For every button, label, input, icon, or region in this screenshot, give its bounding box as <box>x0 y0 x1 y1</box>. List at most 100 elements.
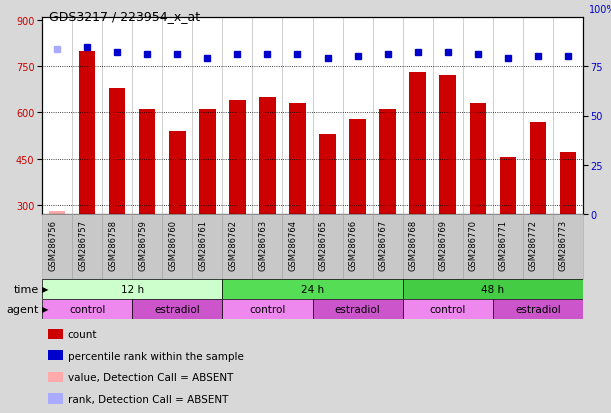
Bar <box>433 214 463 279</box>
Text: GSM286760: GSM286760 <box>168 220 177 271</box>
Bar <box>132 214 163 279</box>
Text: rank, Detection Call = ABSENT: rank, Detection Call = ABSENT <box>68 394 228 404</box>
Bar <box>49 211 65 214</box>
Text: GSM286770: GSM286770 <box>469 220 478 271</box>
Text: 100%: 100% <box>588 5 611 15</box>
Text: GSM286758: GSM286758 <box>108 220 117 271</box>
Text: GSM286773: GSM286773 <box>559 220 568 271</box>
Text: GSM286756: GSM286756 <box>48 220 57 271</box>
Text: estradiol: estradiol <box>335 304 381 314</box>
Bar <box>132 299 222 319</box>
Text: count: count <box>68 329 97 339</box>
Bar <box>320 135 336 214</box>
Text: value, Detection Call = ABSENT: value, Detection Call = ABSENT <box>68 372 233 382</box>
Text: GSM286768: GSM286768 <box>409 220 418 271</box>
Bar <box>409 73 426 214</box>
Text: ▶: ▶ <box>42 285 48 294</box>
Bar <box>553 214 583 279</box>
Bar <box>72 18 102 214</box>
Text: ▶: ▶ <box>42 305 48 314</box>
Bar <box>463 214 493 279</box>
Bar <box>109 88 125 214</box>
Bar <box>42 214 72 279</box>
Text: percentile rank within the sample: percentile rank within the sample <box>68 351 244 361</box>
Bar <box>289 104 306 214</box>
Bar <box>493 18 523 214</box>
Bar <box>72 214 102 279</box>
Bar <box>163 214 192 279</box>
Text: 12 h: 12 h <box>120 284 144 294</box>
Bar <box>102 214 132 279</box>
Bar <box>42 279 222 299</box>
Bar <box>132 18 163 214</box>
Text: GSM286771: GSM286771 <box>499 220 508 271</box>
Bar <box>102 18 132 214</box>
Bar <box>403 214 433 279</box>
Bar <box>222 279 403 299</box>
Text: control: control <box>430 304 466 314</box>
Bar <box>403 299 493 319</box>
Text: GSM286765: GSM286765 <box>318 220 327 271</box>
Text: GSM286757: GSM286757 <box>78 220 87 271</box>
Bar <box>523 18 553 214</box>
Bar <box>560 153 576 214</box>
Bar <box>222 214 252 279</box>
Bar <box>282 214 312 279</box>
Bar <box>259 98 276 214</box>
Bar <box>169 132 186 214</box>
Bar <box>222 18 252 214</box>
Bar <box>163 18 192 214</box>
Bar <box>463 18 493 214</box>
Bar <box>79 52 95 214</box>
Text: agent: agent <box>7 304 39 314</box>
Text: GSM286759: GSM286759 <box>138 220 147 271</box>
Bar <box>229 101 246 214</box>
Text: GDS3217 / 223954_x_at: GDS3217 / 223954_x_at <box>49 10 200 23</box>
Text: 48 h: 48 h <box>481 284 505 294</box>
Text: GSM286762: GSM286762 <box>229 220 237 271</box>
Bar <box>312 18 343 214</box>
Text: GSM286766: GSM286766 <box>349 220 357 271</box>
Text: GSM286769: GSM286769 <box>439 220 448 271</box>
Bar <box>139 110 155 214</box>
Bar <box>42 18 72 214</box>
Bar <box>343 214 373 279</box>
Bar <box>252 18 282 214</box>
Text: estradiol: estradiol <box>515 304 561 314</box>
Bar <box>312 299 403 319</box>
Bar <box>373 214 403 279</box>
Bar <box>469 104 486 214</box>
Bar <box>199 110 216 214</box>
Bar <box>403 279 583 299</box>
Bar <box>222 299 312 319</box>
Bar <box>493 214 523 279</box>
Bar <box>500 158 516 214</box>
Bar <box>530 122 546 214</box>
Bar <box>252 214 282 279</box>
Text: GSM286761: GSM286761 <box>199 220 207 271</box>
Text: control: control <box>69 304 105 314</box>
Bar <box>343 18 373 214</box>
Bar <box>403 18 433 214</box>
Text: GSM286772: GSM286772 <box>529 220 538 271</box>
Text: time: time <box>13 284 39 294</box>
Text: GSM286767: GSM286767 <box>379 220 387 271</box>
Bar <box>192 214 222 279</box>
Bar <box>192 18 222 214</box>
Bar <box>493 299 583 319</box>
Bar <box>553 18 583 214</box>
Text: 24 h: 24 h <box>301 284 324 294</box>
Text: estradiol: estradiol <box>155 304 200 314</box>
Text: GSM286764: GSM286764 <box>288 220 298 271</box>
Bar <box>439 76 456 214</box>
Bar <box>42 299 132 319</box>
Bar <box>379 110 396 214</box>
Text: control: control <box>249 304 285 314</box>
Bar <box>523 214 553 279</box>
Bar <box>373 18 403 214</box>
Bar <box>433 18 463 214</box>
Bar <box>349 119 366 214</box>
Bar <box>312 214 343 279</box>
Text: GSM286763: GSM286763 <box>258 220 268 271</box>
Bar <box>282 18 312 214</box>
